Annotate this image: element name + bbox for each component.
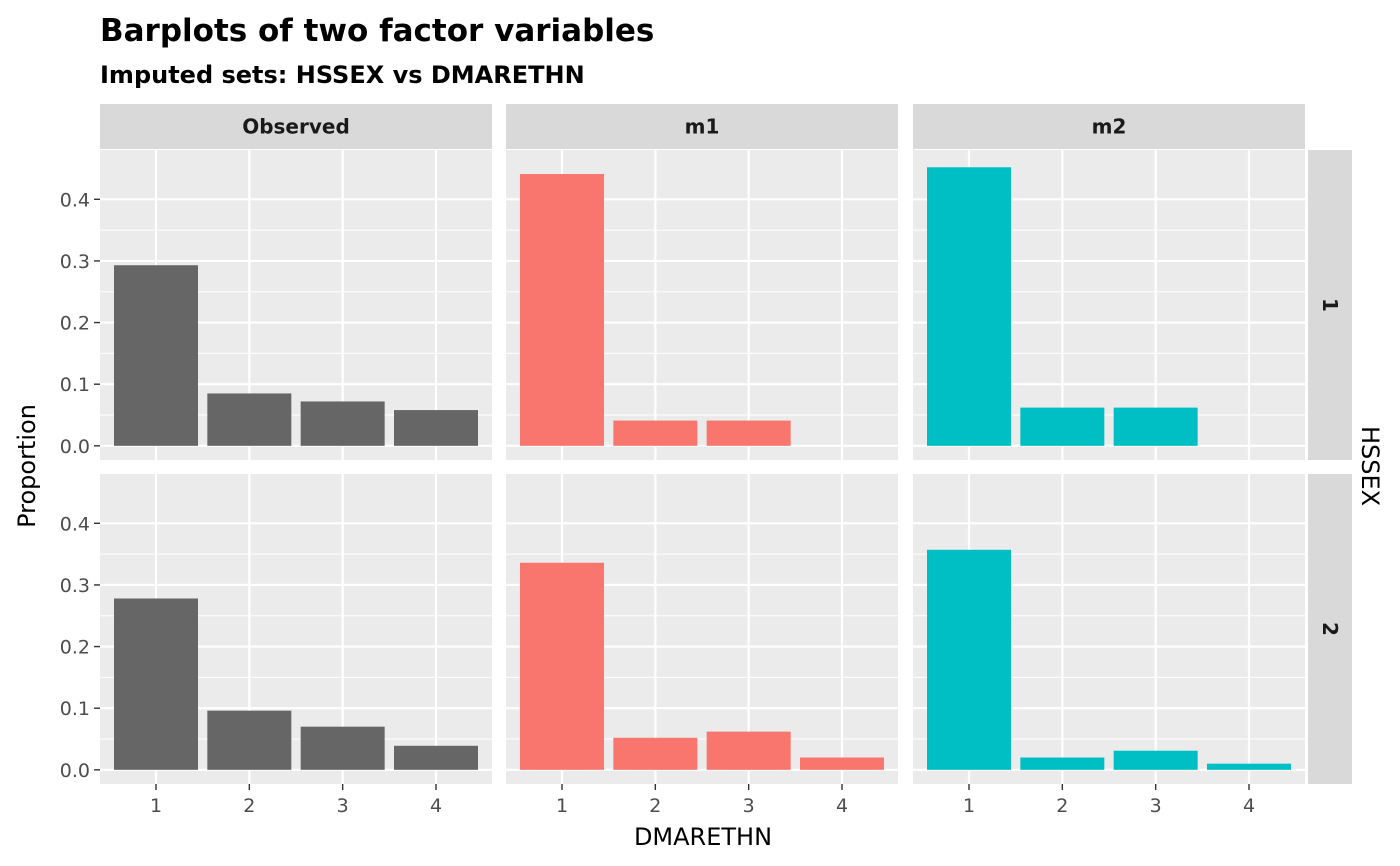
bar [207, 710, 292, 770]
bar [1113, 750, 1198, 770]
y-tick-label: 0.3 [60, 575, 90, 597]
x-axis-title: DMARETHN [634, 823, 772, 851]
facet-row-title: HSSEX [1356, 426, 1384, 506]
facet-strip-observed [100, 104, 492, 149]
x-tick-label: 1 [556, 795, 568, 817]
bar [520, 174, 604, 446]
bar [927, 167, 1011, 446]
y-tick-label: 0.0 [60, 436, 90, 458]
x-tick-label: 3 [337, 795, 349, 817]
bar [706, 420, 791, 446]
bar [394, 410, 478, 446]
bar [394, 745, 478, 770]
y-tick-label: 0.4 [60, 189, 90, 211]
bar [613, 737, 698, 770]
facet-strip-m1 [506, 104, 898, 149]
x-tick-label: 3 [1150, 795, 1162, 817]
bar [927, 549, 1011, 770]
bar [300, 726, 385, 770]
facet-strip-label: m1 [685, 115, 720, 139]
facet-strip-m2 [913, 104, 1305, 149]
x-tick-label: 2 [1056, 795, 1068, 817]
row-strip-1 [1308, 150, 1352, 460]
chart-title: Barplots of two factor variables [100, 13, 654, 49]
row-strip-2 [1308, 474, 1352, 784]
row-strip-label: 1 [1318, 298, 1342, 312]
x-tick-label: 1 [150, 795, 162, 817]
y-tick-label: 0.3 [60, 251, 90, 273]
bar [114, 598, 198, 770]
y-axis-title: Proportion [13, 404, 41, 528]
bar [1113, 407, 1198, 446]
bar [613, 420, 698, 446]
bar [207, 393, 292, 446]
panel-observed-row-1 [100, 150, 492, 460]
panel-m2-row-2 [913, 474, 1305, 784]
y-tick-label: 0.1 [60, 374, 90, 396]
x-tick-label: 4 [430, 795, 442, 817]
y-tick-label: 0.4 [60, 513, 90, 535]
y-tick-label: 0.2 [60, 313, 90, 335]
bar [114, 265, 198, 446]
panel-m1-row-1 [506, 150, 898, 460]
x-tick-label: 2 [649, 795, 661, 817]
row-strip-label: 2 [1318, 622, 1342, 636]
bar [1020, 757, 1105, 770]
bar [1207, 763, 1291, 770]
bar [1020, 407, 1105, 446]
x-tick-label: 4 [836, 795, 848, 817]
x-tick-label: 3 [743, 795, 755, 817]
y-tick-label: 0.0 [60, 760, 90, 782]
y-tick-label: 0.2 [60, 637, 90, 659]
bar [520, 562, 604, 770]
bar [800, 757, 884, 770]
panel-m2-row-1 [913, 150, 1305, 460]
x-tick-label: 1 [963, 795, 975, 817]
chart-subtitle: Imputed sets: HSSEX vs DMARETHN [100, 61, 585, 89]
facet-strip-label: Observed [242, 115, 350, 139]
x-tick-label: 4 [1243, 795, 1255, 817]
panel-observed-row-2 [100, 474, 492, 784]
bar [300, 401, 385, 446]
y-tick-label: 0.1 [60, 698, 90, 720]
plot-area: Observed m1 m2 1 2 0.0 0.1 0.2 0.3 0.4 0.0 0.1 0.2 0.… [60, 104, 1352, 817]
facet-strip-label: m2 [1092, 115, 1127, 139]
x-tick-label: 2 [243, 795, 255, 817]
bar [706, 731, 791, 770]
panel-m1-row-2 [506, 474, 898, 784]
